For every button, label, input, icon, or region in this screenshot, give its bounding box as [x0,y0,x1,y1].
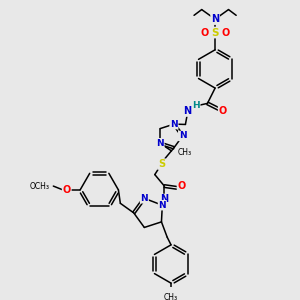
Text: CH₃: CH₃ [177,148,191,157]
Text: OCH₃: OCH₃ [29,182,50,190]
Text: S: S [212,28,219,38]
Text: H: H [192,101,200,110]
Text: O: O [63,185,71,195]
Text: CH₃: CH₃ [164,293,178,300]
Text: O: O [219,106,227,116]
Text: N: N [158,201,166,210]
Text: O: O [221,28,230,38]
Text: S: S [158,159,165,169]
Text: N: N [211,14,219,24]
Text: N: N [170,120,178,129]
Text: N: N [156,139,164,148]
Text: O: O [200,28,209,38]
Text: N: N [179,131,186,140]
Text: N: N [160,194,168,205]
Text: O: O [178,181,186,191]
Text: N: N [140,194,148,203]
Text: N: N [183,106,191,116]
